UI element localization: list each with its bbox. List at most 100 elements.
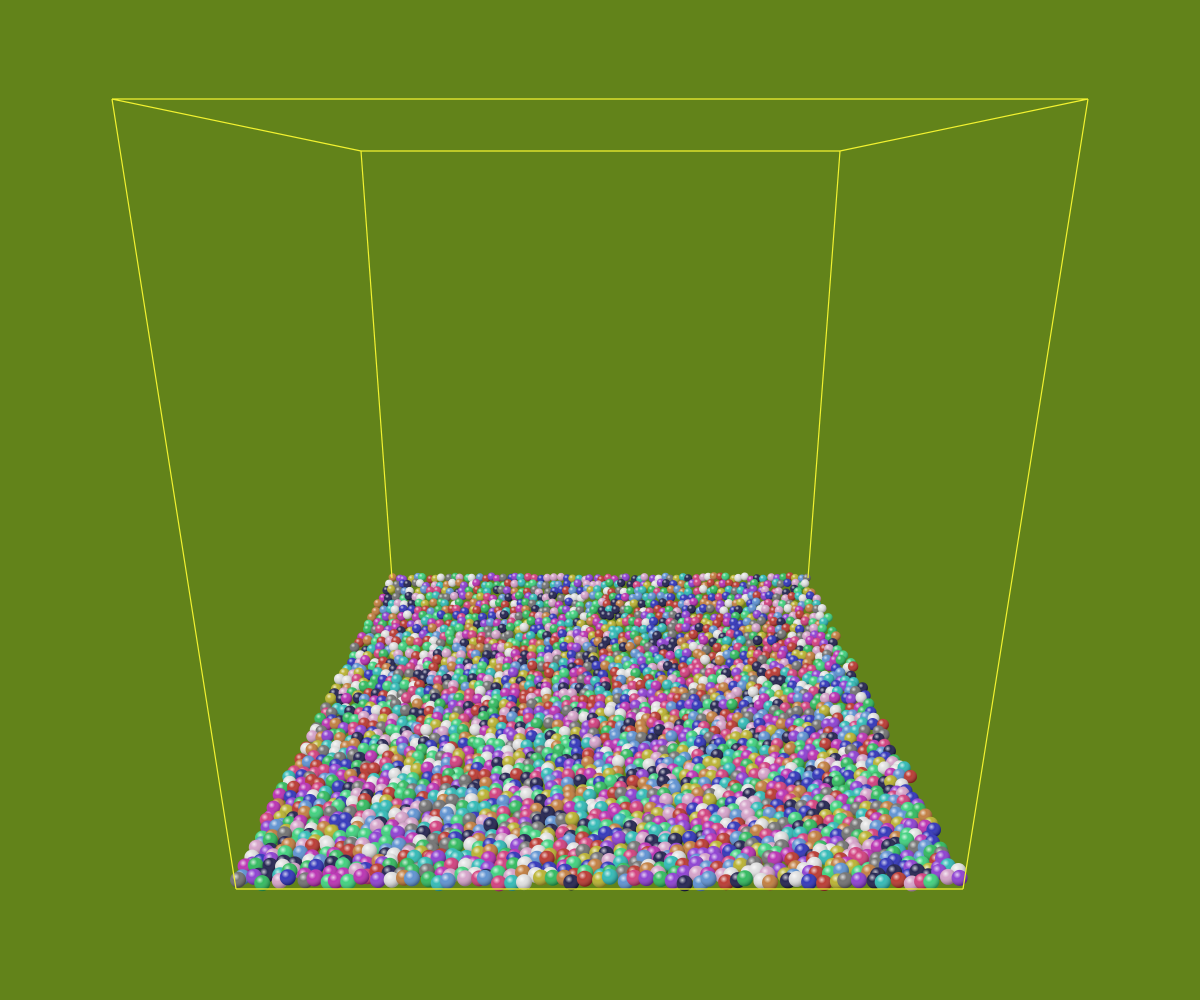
particle-highlight [783, 578, 792, 588]
particle-highlight [817, 604, 827, 613]
particle-highlight [800, 616, 810, 626]
particle-highlight [801, 579, 810, 588]
particle-highlight [564, 597, 574, 607]
particle-highlight [714, 655, 725, 666]
particle-highlight [666, 585, 676, 594]
particle-highlight [726, 698, 738, 710]
particle-highlight [556, 594, 566, 603]
particle-highlight [776, 579, 785, 589]
particle-highlight [543, 573, 552, 582]
particle-highlight [706, 579, 715, 588]
particle-highlight [420, 723, 433, 736]
particle-highlight [605, 578, 614, 587]
particle-highlight [499, 573, 508, 582]
particle-highlight [448, 578, 457, 588]
particle-highlight [694, 622, 704, 633]
particle-highlight [751, 597, 761, 607]
particle-highlight [429, 598, 438, 607]
particle-highlight [569, 610, 579, 620]
particle-highlight [563, 580, 572, 589]
particle-highlight [589, 736, 602, 749]
particle-highlight [454, 598, 464, 607]
particle-highlight [785, 616, 796, 626]
particle-highlight [640, 573, 649, 582]
particle-highlight [480, 604, 490, 613]
particle-highlight [795, 624, 805, 635]
particle-highlight [367, 612, 377, 622]
particle-highlight [759, 574, 768, 583]
particle-highlight [325, 692, 337, 705]
particle-highlight [776, 617, 786, 627]
particle-highlight [412, 624, 422, 634]
particle-highlight [714, 593, 724, 602]
particle-highlight [626, 580, 635, 589]
particle-highlight [537, 574, 546, 583]
particle-highlight [472, 605, 482, 615]
particle-highlight [349, 642, 360, 653]
particle-highlight [493, 574, 501, 583]
particle-highlight [688, 629, 699, 640]
particle-highlight [647, 592, 657, 601]
particle-highlight [568, 574, 577, 583]
particle-highlight [541, 581, 550, 590]
particle-highlight [795, 610, 805, 620]
particle-highlight [629, 599, 639, 608]
particle-highlight [699, 584, 708, 594]
particle-highlight [657, 623, 667, 633]
particle-highlight [403, 580, 412, 589]
particle-highlight [579, 612, 589, 622]
particle-highlight [734, 573, 743, 582]
particle-highlight [388, 573, 397, 582]
particle-highlight [740, 572, 749, 581]
particle-highlight [521, 598, 530, 607]
particle-highlight [362, 635, 373, 645]
particle-highlight [531, 604, 540, 614]
particle-highlight [548, 591, 557, 600]
particle-highlight [519, 622, 529, 632]
particle-highlight [458, 591, 468, 600]
particle-highlight [486, 618, 496, 628]
particle-highlight [835, 654, 846, 666]
particle-highlight [705, 604, 715, 613]
particle-highlight [752, 591, 762, 600]
particle-highlight [783, 604, 793, 613]
particle-highlight [751, 623, 761, 633]
particle-highlight [528, 579, 537, 588]
particle-highlight [765, 591, 774, 600]
particle-highlight [450, 591, 459, 601]
particle-highlight [756, 616, 767, 626]
particle-highlight [725, 579, 734, 588]
particle-highlight [634, 592, 643, 601]
particle-highlight [709, 585, 719, 594]
particle-highlight [681, 622, 691, 633]
particle-highlight [381, 612, 391, 622]
particle-highlight [401, 692, 413, 704]
particle-highlight [573, 579, 582, 588]
particle-highlight [772, 593, 781, 602]
particle-highlight [363, 624, 373, 634]
particle-highlight [549, 573, 558, 582]
particle-highlight [427, 623, 437, 633]
particle-highlight [469, 723, 482, 736]
particle-highlight [769, 616, 779, 627]
particle-highlight [666, 593, 676, 602]
particle-highlight [390, 605, 400, 614]
particle-highlight [404, 591, 414, 601]
particle-highlight [633, 617, 644, 628]
particle-bed [230, 572, 968, 892]
particle-highlight [524, 573, 533, 581]
particle-highlight [503, 586, 512, 595]
particle-highlight [418, 799, 433, 814]
particle-highlight [699, 604, 708, 613]
particle-highlight [508, 667, 519, 678]
particle-highlight [454, 623, 464, 633]
particle-highlight [471, 613, 481, 623]
particle-highlight [564, 618, 574, 628]
particle-highlight [687, 604, 696, 614]
particle-highlight [777, 629, 787, 640]
particle-highlight [698, 635, 709, 645]
particle-highlight [767, 573, 776, 582]
particle-highlight [527, 660, 538, 671]
